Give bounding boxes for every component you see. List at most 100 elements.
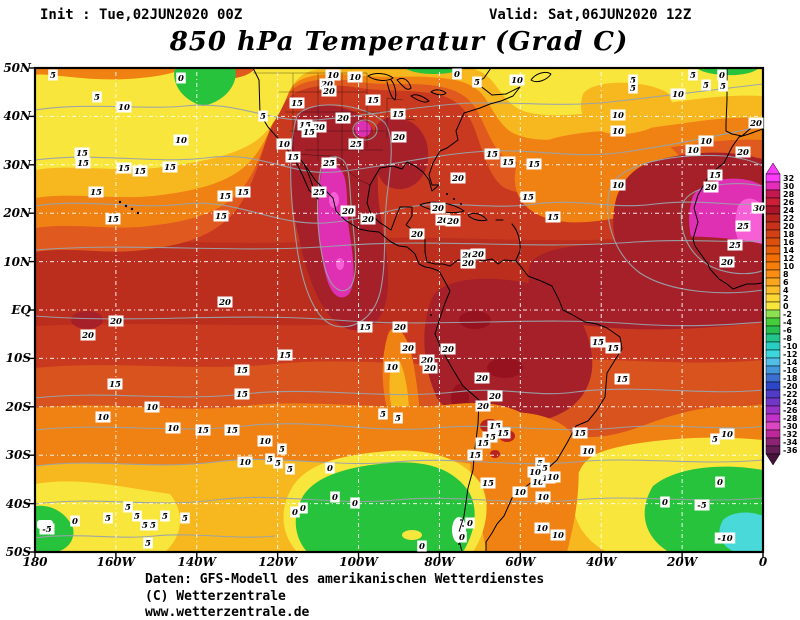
colorbar-label: -8 — [783, 334, 792, 343]
contour-label: 20 — [360, 213, 376, 225]
contour-label: 20 — [470, 248, 486, 260]
colorbar-label: 18 — [783, 230, 795, 239]
contour-label: 15 — [162, 161, 178, 173]
svg-text:15: 15 — [134, 167, 146, 177]
contour-label: 20 — [719, 256, 735, 268]
contour-label: 0 — [465, 517, 475, 529]
svg-text:10: 10 — [672, 90, 684, 100]
svg-text:10: 10 — [278, 140, 290, 150]
contour-label: 5 — [273, 457, 283, 469]
svg-text:20: 20 — [720, 258, 733, 268]
svg-text:10: 10 — [167, 424, 179, 434]
contour-label: 15 — [285, 151, 301, 163]
contour-label: 10 — [347, 71, 363, 83]
svg-text:10: 10 — [514, 488, 526, 498]
contour-label: 5 — [285, 463, 295, 475]
contour-label: 20 — [335, 112, 351, 124]
contour-label: 5 — [265, 453, 275, 465]
contour-label: 5 — [140, 519, 150, 531]
svg-text:20: 20 — [446, 217, 459, 227]
contour-label: 0 — [325, 462, 335, 474]
colorbar-arrow-up — [765, 162, 781, 175]
contour-label: 20 — [487, 390, 503, 402]
contour-label: 15 — [605, 342, 621, 354]
data-source-line: Daten: GFS-Modell des amerikanischen Wet… — [145, 572, 545, 587]
colorbar-cell — [765, 405, 781, 415]
svg-text:10: 10 — [547, 473, 559, 483]
contour-label: 15 — [487, 420, 503, 432]
svg-text:10: 10 — [700, 137, 712, 147]
svg-text:5: 5 — [150, 521, 156, 531]
colorbar-label: 10 — [783, 262, 795, 271]
contour-label: 5 — [701, 79, 711, 91]
svg-text:20: 20 — [451, 174, 464, 184]
svg-text:20: 20 — [471, 250, 484, 260]
contour-label: 0 — [452, 68, 462, 80]
svg-text:15: 15 — [497, 429, 509, 439]
svg-text:10: 10 — [536, 524, 548, 534]
colorbar-label: 24 — [783, 206, 795, 215]
contour-label: 20 — [217, 296, 233, 308]
svg-text:5: 5 — [94, 93, 100, 103]
lon-tick-label: 40W — [586, 555, 617, 569]
svg-text:20: 20 — [431, 204, 444, 214]
colorbar-cell — [765, 373, 781, 383]
contour-label: 15 — [234, 388, 250, 400]
colorbar-label: -2 — [783, 310, 792, 319]
copyright-line: (C) Wetterzentrale — [145, 589, 286, 604]
contour-label: 15 — [526, 158, 542, 170]
contour-label: 5 — [628, 82, 638, 94]
svg-text:0: 0 — [300, 504, 306, 514]
contour-label: 10 — [530, 476, 546, 488]
contour-label: 20 — [392, 321, 408, 333]
svg-text:20: 20 — [475, 374, 488, 384]
colorbar-cell — [765, 381, 781, 391]
svg-text:15: 15 — [164, 163, 176, 173]
colorbar-label: 16 — [783, 238, 795, 247]
svg-text:5: 5 — [537, 459, 543, 469]
svg-text:5: 5 — [395, 414, 401, 424]
svg-text:15: 15 — [502, 158, 514, 168]
contour-label: 5 — [123, 501, 133, 513]
contour-label: 20 — [703, 181, 719, 193]
lat-tick-label: EQ — [11, 303, 31, 317]
contour-label: 15 — [357, 321, 373, 333]
svg-text:5: 5 — [287, 465, 293, 475]
lon-tick-label: 160W — [96, 555, 136, 569]
colorbar-cell — [765, 421, 781, 431]
svg-text:5: 5 — [542, 464, 548, 474]
contour-label: 10 — [95, 411, 111, 423]
svg-text:10: 10 — [386, 363, 398, 373]
contour-label: 10 — [325, 69, 341, 81]
svg-text:15: 15 — [489, 422, 501, 432]
svg-text:15: 15 — [215, 212, 227, 222]
svg-text:15: 15 — [522, 193, 534, 203]
svg-text:15: 15 — [236, 390, 248, 400]
contour-label: 15 — [74, 147, 90, 159]
svg-text:-10: -10 — [717, 534, 732, 544]
colorbar-cell — [765, 197, 781, 207]
lon-tick-label: 80W — [424, 555, 455, 569]
contour-label: 15 — [614, 373, 630, 385]
svg-text:5: 5 — [125, 503, 131, 513]
svg-text:30: 30 — [753, 204, 765, 214]
colorbar-cell — [765, 181, 781, 191]
svg-text:0: 0 — [719, 71, 725, 81]
contour-label: 15 — [224, 424, 240, 436]
svg-text:-5: -5 — [697, 501, 707, 511]
svg-text:0: 0 — [717, 478, 723, 488]
lat-tick-label: 40N — [3, 109, 31, 124]
contour-label: -5 — [694, 499, 710, 511]
contour-label: 20 — [450, 172, 466, 184]
colorbar-cell — [765, 229, 781, 239]
svg-text:20: 20 — [392, 133, 405, 143]
lat-tick-label: 30N — [3, 157, 31, 172]
colorbar-cell — [765, 325, 781, 335]
svg-text:20: 20 — [488, 392, 501, 402]
svg-text:20: 20 — [393, 323, 406, 333]
contour-label: 15 — [590, 336, 606, 348]
contour-label: 10 — [165, 422, 181, 434]
contour-label: 0 — [417, 540, 427, 552]
contour-label: 15 — [545, 211, 561, 223]
svg-text:15: 15 — [118, 164, 130, 174]
